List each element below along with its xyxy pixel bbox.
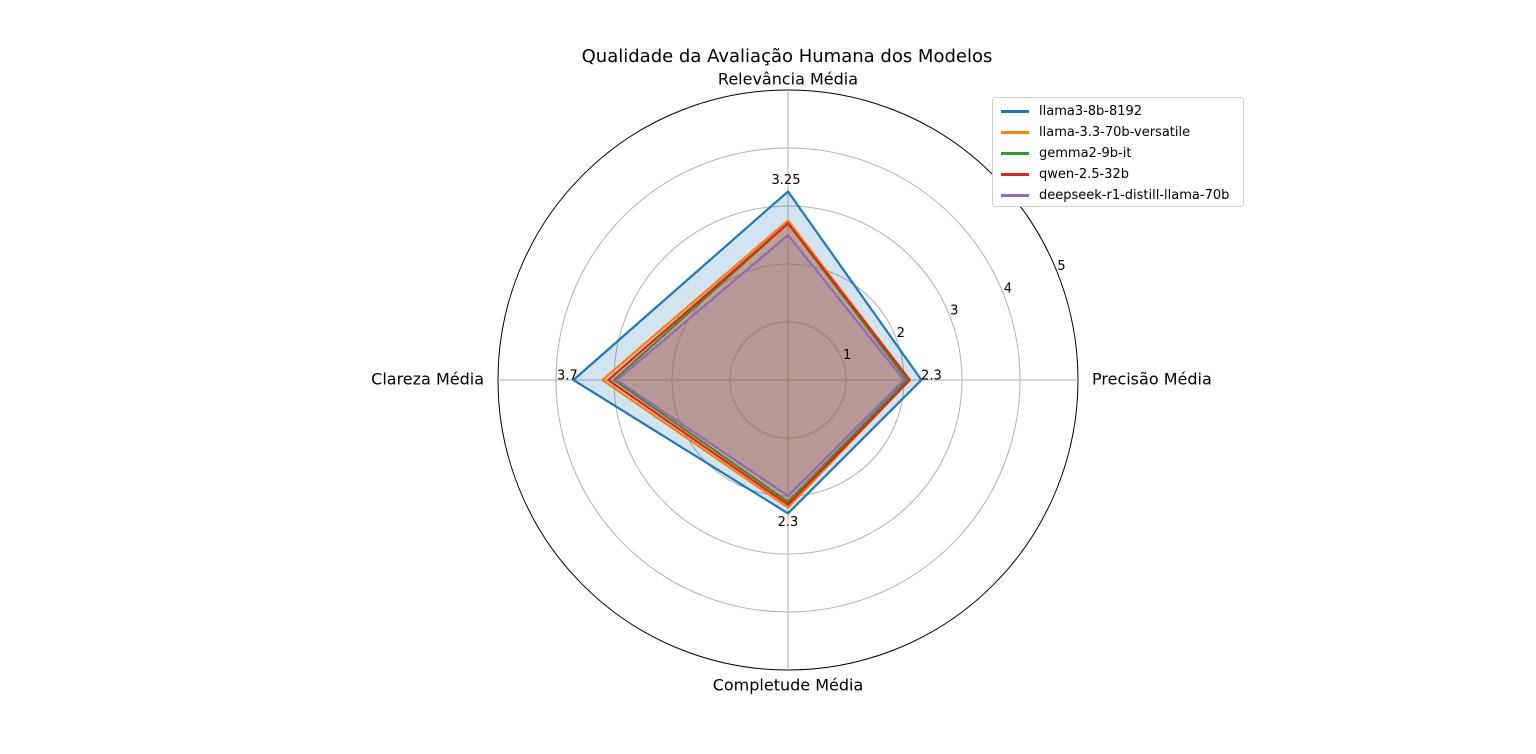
series-deepseek-r1-distill-llama-70b bbox=[615, 233, 906, 498]
series-line bbox=[606, 221, 912, 507]
radar-series bbox=[571, 189, 923, 515]
legend-label: qwen-2.5-32b bbox=[1039, 166, 1129, 182]
legend-swatch bbox=[1001, 109, 1029, 113]
radar-labels: 1 2 3 4 5 Relevância Média Precisão Média Compl… bbox=[371, 70, 1212, 695]
legend-item: llama3-8b-8192 bbox=[1001, 101, 1142, 121]
legend-swatch bbox=[1001, 172, 1029, 176]
value-annotation: 2.3 bbox=[921, 369, 942, 384]
legend-swatch bbox=[1001, 130, 1029, 134]
value-annotation: 3.7 bbox=[557, 369, 578, 384]
axis-label: Relevância Média bbox=[718, 70, 858, 89]
legend-item: llama-3.3-70b-versatile bbox=[1001, 122, 1190, 142]
radial-tick-label: 4 bbox=[1004, 281, 1012, 296]
legend-swatch bbox=[1001, 151, 1029, 155]
series-line bbox=[571, 189, 923, 515]
legend-item: gemma2-9b-it bbox=[1001, 143, 1131, 163]
series-line bbox=[612, 221, 909, 504]
legend-label: deepseek-r1-distill-llama-70b bbox=[1039, 187, 1230, 203]
legend-item: qwen-2.5-32b bbox=[1001, 164, 1129, 184]
radial-tick-label: 2 bbox=[897, 326, 905, 341]
legend: llama3-8b-8192 llama-3.3-70b-versatile gem… bbox=[992, 97, 1244, 207]
legend-label: llama-3.3-70b-versatile bbox=[1039, 124, 1191, 140]
legend-label: gemma2-9b-it bbox=[1039, 145, 1132, 161]
axis-label: Clareza Média bbox=[371, 370, 484, 389]
legend-swatch bbox=[1001, 193, 1029, 197]
series-line bbox=[615, 233, 906, 498]
axis-label: Precisão Média bbox=[1092, 370, 1212, 389]
axis-label: Completude Média bbox=[713, 676, 864, 695]
radial-tick-label: 3 bbox=[950, 304, 958, 319]
legend-item: deepseek-r1-distill-llama-70b bbox=[1001, 185, 1229, 205]
radar-grid bbox=[497, 89, 1079, 671]
series-area bbox=[616, 235, 904, 496]
radial-tick-label: 1 bbox=[843, 348, 851, 363]
radial-tick-label: 5 bbox=[1057, 259, 1065, 274]
value-annotation: 2.3 bbox=[778, 515, 799, 530]
series-llama3-8b-8192 bbox=[571, 189, 923, 515]
value-annotation: 3.25 bbox=[772, 173, 801, 188]
legend-label: llama3-8b-8192 bbox=[1039, 103, 1143, 119]
chart-title: Qualidade da Avaliação Humana dos Modelo… bbox=[582, 46, 993, 67]
